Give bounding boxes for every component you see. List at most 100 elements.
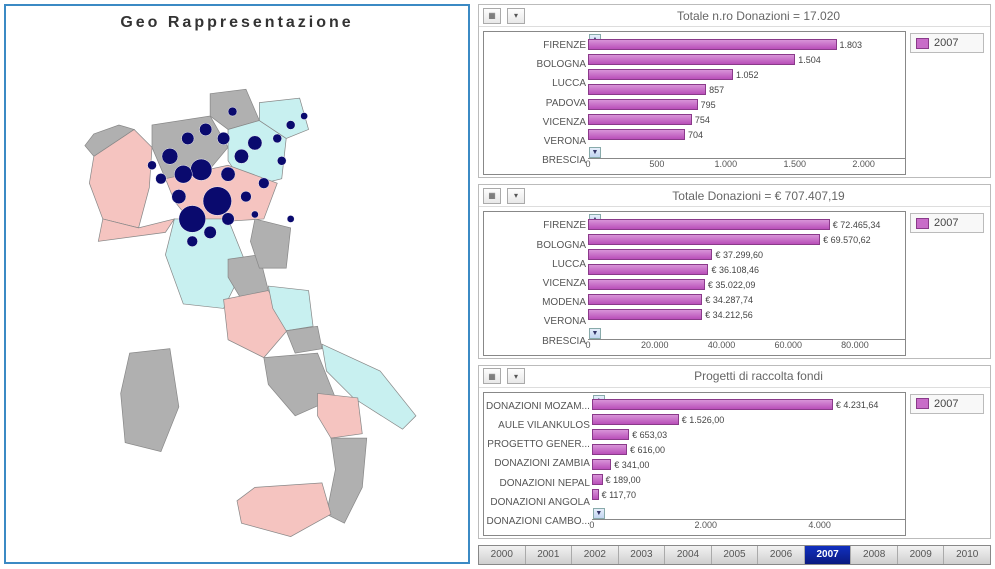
bar[interactable]: € 35.022,09	[588, 279, 705, 290]
map-bubble[interactable]	[179, 206, 206, 233]
map-bubble[interactable]	[190, 159, 211, 180]
y-axis-label: MODENA	[486, 297, 586, 308]
map-bubble[interactable]	[203, 187, 232, 216]
map-bubble[interactable]	[156, 173, 167, 184]
map-region-calabria[interactable]	[326, 438, 366, 523]
chart-dropdown-icon[interactable]: ▾	[507, 8, 525, 24]
timeline-year-2010[interactable]: 2010	[944, 546, 990, 564]
bar-value-label: 754	[695, 115, 710, 125]
y-axis-label: BOLOGNA	[486, 240, 586, 251]
chart-card-0: ▦▾Totale n.ro Donazioni = 17.020▲FIRENZE…	[478, 4, 991, 178]
map-bubble[interactable]	[221, 167, 235, 181]
map-bubble[interactable]	[199, 123, 212, 136]
map-region-molise[interactable]	[286, 326, 322, 353]
bar[interactable]: € 189,00	[592, 474, 603, 485]
chart-legend[interactable]: 2007	[910, 33, 984, 53]
map-bubble[interactable]	[174, 165, 192, 183]
chart-dropdown-icon[interactable]: ▾	[507, 368, 525, 384]
timeline-year-2007[interactable]: 2007	[805, 546, 852, 564]
bar[interactable]: € 341,00	[592, 459, 611, 470]
bar[interactable]: € 616,00	[592, 444, 627, 455]
y-axis-label: BRESCIA	[486, 336, 586, 347]
timeline-year-2003[interactable]: 2003	[619, 546, 666, 564]
x-tick-label: 0	[589, 520, 594, 530]
map-bubble[interactable]	[287, 215, 294, 222]
y-axis-label: DONAZIONI ANGOLA	[486, 497, 590, 508]
map-region-sicilia[interactable]	[237, 483, 331, 537]
map-title: Geo Rappresentazione	[6, 6, 468, 40]
map-region-basilicata[interactable]	[318, 393, 363, 438]
map-bubble[interactable]	[277, 156, 286, 165]
chart-plot-area[interactable]: ▲FIRENZEBOLOGNALUCCAPADOVAVICENZAVERONAB…	[483, 31, 906, 175]
y-axis-label: DONAZIONI MOZAM...	[486, 401, 590, 412]
legend-label: 2007	[934, 398, 958, 410]
chart-card-2: ▦▾Progetti di raccolta fondi▲DONAZIONI M…	[478, 365, 991, 539]
map-bubble[interactable]	[187, 236, 198, 247]
timeline-year-2004[interactable]: 2004	[665, 546, 712, 564]
bar-value-label: € 189,00	[606, 475, 641, 485]
bar[interactable]: 1.052	[588, 69, 733, 80]
map-bubble[interactable]	[217, 132, 230, 145]
bar[interactable]: 857	[588, 84, 706, 95]
map-bubble[interactable]	[286, 121, 295, 130]
y-axis-label: DONAZIONI CAMBO...	[486, 516, 590, 527]
map-container[interactable]	[6, 40, 468, 550]
map-bubble[interactable]	[258, 178, 269, 189]
bar-value-label: € 653,03	[632, 430, 667, 440]
chart-legend[interactable]: 2007	[910, 394, 984, 414]
bar-value-label: € 616,00	[630, 445, 665, 455]
map-bubble[interactable]	[222, 213, 235, 226]
map-bubble[interactable]	[301, 112, 308, 119]
x-tick-label: 1.000	[715, 159, 738, 169]
map-bubble[interactable]	[162, 148, 178, 164]
bar[interactable]: € 37.299,60	[588, 249, 712, 260]
map-bubble[interactable]	[248, 136, 262, 150]
bar[interactable]: € 36.108,46	[588, 264, 708, 275]
bar[interactable]: € 34.212,56	[588, 309, 702, 320]
italy-map-svg[interactable]	[6, 40, 468, 550]
chart-type-icon[interactable]: ▦	[483, 188, 501, 204]
timeline-year-2001[interactable]: 2001	[526, 546, 573, 564]
chart-type-icon[interactable]: ▦	[483, 8, 501, 24]
map-bubble[interactable]	[148, 161, 157, 170]
map-bubble[interactable]	[273, 134, 282, 143]
timeline-year-2005[interactable]: 2005	[712, 546, 759, 564]
timeline-year-2009[interactable]: 2009	[898, 546, 945, 564]
bar[interactable]: € 34.287,74	[588, 294, 702, 305]
map-bubble[interactable]	[182, 132, 195, 145]
chart-legend[interactable]: 2007	[910, 213, 984, 233]
bar[interactable]: € 1.526,00	[592, 414, 679, 425]
bar[interactable]: € 72.465,34	[588, 219, 830, 230]
y-axis-label: FIRENZE	[486, 220, 586, 231]
map-bubble[interactable]	[204, 226, 217, 239]
timeline-year-2008[interactable]: 2008	[851, 546, 898, 564]
bar[interactable]: 1.504	[588, 54, 795, 65]
chart-plot-area[interactable]: ▲DONAZIONI MOZAM...AULE VILANKULOSPROGET…	[483, 392, 906, 536]
map-bubble[interactable]	[228, 107, 237, 116]
bar[interactable]: 1.803	[588, 39, 837, 50]
bar[interactable]: 704	[588, 129, 685, 140]
chart-type-icon[interactable]: ▦	[483, 368, 501, 384]
bar-value-label: 795	[701, 100, 716, 110]
bar[interactable]: € 653,03	[592, 429, 629, 440]
bar-value-label: € 36.108,46	[711, 265, 759, 275]
timeline-year-2006[interactable]: 2006	[758, 546, 805, 564]
bar[interactable]: 754	[588, 114, 692, 125]
x-tick-label: 2.000	[694, 520, 717, 530]
chart-plot-area[interactable]: ▲FIRENZEBOLOGNALUCCAVICENZAMODENAVERONAB…	[483, 211, 906, 355]
map-bubble[interactable]	[172, 189, 186, 203]
legend-swatch	[916, 218, 929, 229]
year-timeline[interactable]: 2000200120022003200420052006200720082009…	[478, 545, 991, 565]
map-region-sardegna[interactable]	[121, 349, 179, 452]
timeline-year-2002[interactable]: 2002	[572, 546, 619, 564]
map-bubble[interactable]	[251, 211, 258, 218]
bar[interactable]: € 4.231,64	[592, 399, 833, 410]
geo-map-panel: Geo Rappresentazione	[4, 4, 470, 564]
bar[interactable]: € 69.570,62	[588, 234, 820, 245]
bar[interactable]: 795	[588, 99, 698, 110]
timeline-year-2000[interactable]: 2000	[479, 546, 526, 564]
map-bubble[interactable]	[234, 149, 248, 163]
chart-dropdown-icon[interactable]: ▾	[507, 188, 525, 204]
map-bubble[interactable]	[241, 191, 252, 202]
bar[interactable]: € 117,70	[592, 489, 599, 500]
